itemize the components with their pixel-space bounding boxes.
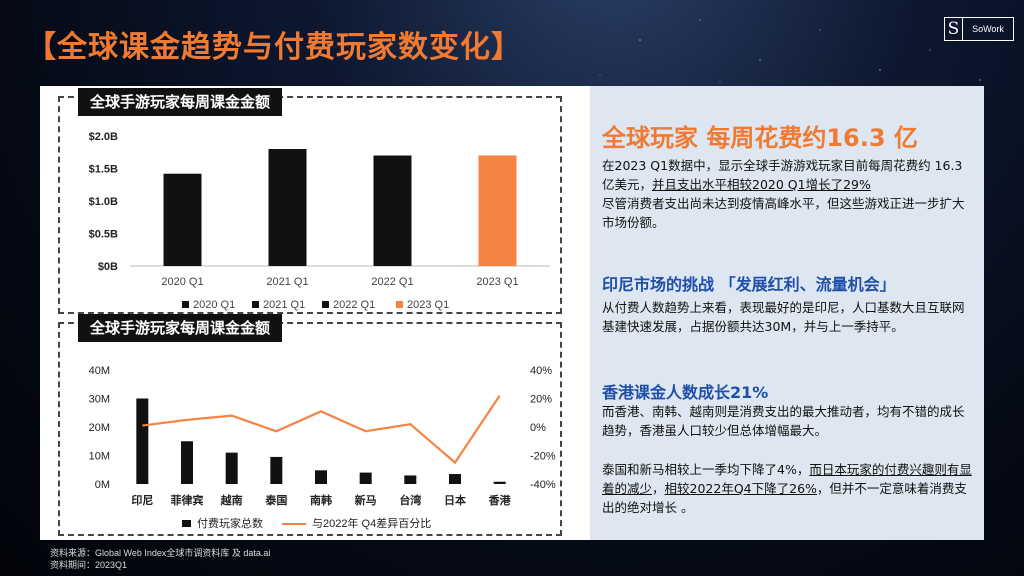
y-tick-label: $0.5B: [89, 229, 118, 241]
bar: [136, 398, 149, 484]
x-tick-label: 泰国: [264, 493, 287, 507]
legend-swatch-bar: [182, 520, 191, 527]
insight-paragraph-1: 在2023 Q1数据中，显示全球手游游戏玩家目前每周花费约 16.3 亿美元，并…: [602, 156, 974, 232]
logo-name: SoWork: [972, 24, 1004, 34]
x-tick-label: 南韩: [310, 493, 332, 507]
right-y-tick-label: -20%: [530, 451, 556, 463]
change-line: [142, 395, 501, 465]
insight-p1-text: 在2023 Q1数据中，显示全球手游游戏玩家目前每周花费约 16.3 亿美元，: [602, 158, 963, 192]
logo-mark: S: [945, 18, 963, 40]
left-y-tick-label: 20M: [89, 422, 110, 434]
x-tick-label: 2022 Q1: [371, 276, 413, 288]
legend-swatch: [396, 301, 403, 308]
left-y-tick-label: 30M: [89, 394, 110, 406]
x-tick-label: 越南: [220, 493, 243, 507]
decline-text-c: ，但并不一定意味着消费支出的绝对增长 。: [602, 481, 967, 515]
bar: [268, 149, 307, 266]
right-y-tick-label: 0%: [530, 422, 546, 434]
decline-text-b: ，: [652, 481, 665, 496]
bar: [373, 155, 412, 266]
paying-players-chart: 0M 10M 20M 30M 40M -40% -20% 0% 20% 40% 印尼 菲律宾 越南 泰国 南…: [89, 365, 556, 530]
left-y-tick-label: 40M: [89, 365, 110, 377]
paying-players-chart-title: 全球手游玩家每周课金金额: [78, 314, 283, 342]
bar: [163, 173, 202, 266]
x-tick-label: 新马: [355, 493, 377, 507]
x-tick-label: 2023 Q1: [476, 276, 518, 288]
indonesia-paragraph: 从付费人数趋势上来看，表现最好的是印尼，人口基数大且互联网基建快速发展，占据份额…: [602, 300, 965, 334]
period-line: 资料期间：2023Q1: [50, 560, 128, 570]
legend-swatch: [252, 301, 259, 308]
insights-box: [590, 86, 984, 540]
y-tick-label: $0B: [98, 261, 118, 273]
bar: [181, 441, 193, 484]
legend-label: 2023 Q1: [407, 299, 449, 311]
bar: [493, 481, 506, 484]
left-y-tick-label: 0M: [95, 479, 110, 491]
decline-underlined-1: 而日本玩家的付费兴趣则有显着的减少: [602, 462, 972, 496]
legend-swatch: [322, 301, 329, 308]
right-y-tick-label: -40%: [530, 479, 556, 491]
decline-text-a: 泰国和新马相较上一季均下降了4%，: [602, 462, 810, 477]
x-tick-label: 2021 Q1: [266, 276, 308, 288]
bar: [478, 155, 517, 266]
bar: [449, 474, 461, 484]
insight-p1-text-2: 尽管消费者支出尚未达到疫情高峰水平，但这些游戏正进一步扩大市场份额。: [602, 196, 965, 230]
insight-heading: 全球玩家 每周花费约16.3 亿: [602, 124, 918, 152]
weekly-spend-chart: $0B $0.5B $1.0B $1.5B $2.0B 2020 Q1 2021 Q1 202…: [89, 131, 550, 311]
legend-label: 2021 Q1: [263, 299, 305, 311]
legend-label-bar: 付费玩家总数: [197, 516, 263, 530]
weekly-spend-chart-title: 全球手游玩家每周课金金额: [78, 88, 283, 116]
bar: [359, 472, 372, 484]
bar: [270, 456, 283, 484]
y-tick-label: $1.5B: [89, 164, 118, 176]
legend-label: 2022 Q1: [333, 299, 375, 311]
x-tick-label: 菲律宾: [171, 493, 204, 507]
page-title: 【全球课金趋势与付费玩家数变化】: [26, 30, 522, 65]
content-panel: 全球手游玩家每周课金金额 $0B $0.5B $1.0B $1.5B $2.0B 2020…: [40, 86, 984, 540]
legend-label: 2020 Q1: [193, 299, 235, 311]
x-tick-label: 印尼: [131, 494, 153, 507]
bar: [404, 475, 417, 484]
y-tick-label: $1.0B: [89, 196, 118, 208]
decline-underlined-2: 相较2022年Q4下降了26%: [664, 481, 817, 496]
left-y-tick-label: 10M: [89, 451, 110, 463]
hongkong-paragraph: 而香港、南韩、越南则是消费支出的最大推动者，均有不错的成长趋势，香港虽人口较少但…: [602, 404, 965, 438]
x-tick-label: 台湾: [399, 493, 421, 507]
bar: [225, 452, 238, 484]
insight-p1-underlined: 并且支出水平相较2020 Q1增长了29%: [652, 177, 871, 192]
paying-players-chart-box: 全球手游玩家每周课金金额 0M 10M 20M 30M 40M -40% -20% 0% 20%…: [58, 314, 562, 536]
right-y-tick-label: 20%: [530, 394, 552, 406]
indonesia-heading: 印尼市场的挑战 「发展红利、流量机会」: [602, 275, 896, 294]
x-tick-label: 日本: [444, 493, 466, 507]
legend-swatch: [182, 301, 189, 308]
bar: [315, 470, 327, 484]
right-y-tick-label: 40%: [530, 365, 552, 377]
decline-paragraph: 泰国和新马相较上一季均下降了4%，而日本玩家的付费兴趣则有显着的减少，相较202…: [602, 460, 974, 517]
y-tick-label: $2.0B: [89, 131, 118, 143]
sowork-logo: S SoWork: [944, 17, 1014, 41]
x-tick-label: 香港: [488, 493, 512, 507]
x-tick-label: 2020 Q1: [161, 276, 203, 288]
source-line: 资料来源：Global Web Index全球市调资料库 及 data.ai: [50, 548, 271, 558]
source-note: 资料来源：Global Web Index全球市调资料库 及 data.ai 资…: [50, 547, 270, 571]
weekly-spend-chart-box: 全球手游玩家每周课金金额 $0B $0.5B $1.0B $1.5B $2.0B 2020…: [58, 88, 562, 314]
hongkong-heading: 香港课金人数成长21%: [602, 383, 769, 402]
legend-label-line: 与2022年 Q4差异百分比: [312, 516, 431, 530]
